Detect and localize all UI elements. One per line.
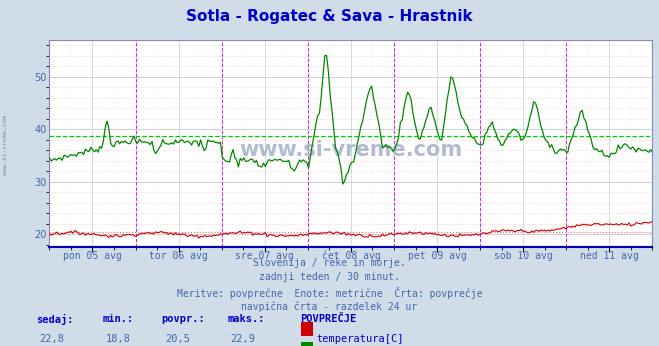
Text: povpr.:: povpr.: — [161, 314, 205, 324]
Text: zadnji teden / 30 minut.: zadnji teden / 30 minut. — [259, 272, 400, 282]
Text: sob 10 avg: sob 10 avg — [494, 251, 553, 261]
Text: www.si-vreme.com: www.si-vreme.com — [239, 140, 463, 160]
Text: 18,8: 18,8 — [105, 334, 130, 344]
Text: POVPREČJE: POVPREČJE — [300, 314, 356, 324]
Text: pon 05 avg: pon 05 avg — [63, 251, 122, 261]
Text: tor 06 avg: tor 06 avg — [149, 251, 208, 261]
Text: 20,5: 20,5 — [165, 334, 190, 344]
Text: 22,9: 22,9 — [231, 334, 256, 344]
Text: navpična črta - razdelek 24 ur: navpična črta - razdelek 24 ur — [241, 301, 418, 312]
Text: Sotla - Rogatec & Sava - Hrastnik: Sotla - Rogatec & Sava - Hrastnik — [186, 9, 473, 24]
Text: sedaj:: sedaj: — [36, 314, 74, 325]
Text: čet 08 avg: čet 08 avg — [322, 251, 380, 261]
Text: maks.:: maks.: — [227, 314, 265, 324]
Text: www.si-vreme.com: www.si-vreme.com — [3, 115, 8, 175]
Text: 22,8: 22,8 — [40, 334, 65, 344]
Text: pet 09 avg: pet 09 avg — [408, 251, 467, 261]
Text: min.:: min.: — [102, 314, 133, 324]
Text: ned 11 avg: ned 11 avg — [580, 251, 639, 261]
Text: Slovenija / reke in morje.: Slovenija / reke in morje. — [253, 258, 406, 268]
Text: Meritve: povprečne  Enote: metrične  Črta: povprečje: Meritve: povprečne Enote: metrične Črta:… — [177, 287, 482, 299]
Text: temperatura[C]: temperatura[C] — [316, 334, 404, 344]
Text: sre 07 avg: sre 07 avg — [235, 251, 294, 261]
